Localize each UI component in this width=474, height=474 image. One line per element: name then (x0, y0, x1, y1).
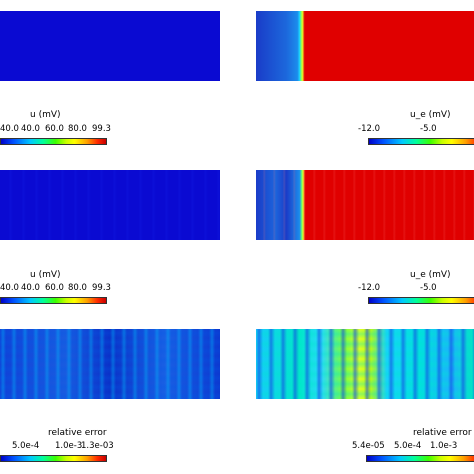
colorbar-title: u_e (mV) (410, 110, 451, 120)
error-field-bottom-left (0, 329, 220, 399)
colorbar-title: u_e (mV) (410, 270, 451, 280)
colorbar-tick: 5.0e-4 (12, 441, 40, 451)
colorbar-title: relative error (48, 428, 107, 438)
colorbar-error-1: relative error 5.0e-4 1.0e-3 1.3e-03 (0, 428, 114, 468)
colorbar-tick: 1.0e-3 (430, 441, 458, 451)
colorbar-tick: -12.0 (358, 283, 380, 293)
colorbar-title: u (mV) (30, 110, 61, 120)
colorbar-title: relative error (413, 428, 472, 438)
colorbar-tick: 99.3 (92, 283, 111, 293)
ue-field-middle-right (256, 170, 474, 240)
colorbar-tick: -5.0 (420, 124, 437, 134)
ue-field-top-right (256, 11, 474, 81)
colorbar-u-2: u (mV) 40.0 40.0 60.0 80.0 99.3 (0, 270, 111, 310)
colorbar-tick: 80.0 (68, 283, 87, 293)
colorbar-tick: -12.0 (358, 124, 380, 134)
colorbar-tick: 40.0 (21, 283, 40, 293)
colorbar-tick: 1.0e-3 (55, 441, 83, 451)
colorbar-gradient (368, 138, 474, 145)
u-field-middle-left (0, 170, 220, 240)
colorbar-tick: 40.0 (0, 124, 19, 134)
colorbar-tick: 5.0e-4 (394, 441, 422, 451)
colorbar-tick: 99.3 (92, 124, 111, 134)
colorbar-tick: 40.0 (21, 124, 40, 134)
error-field-bottom-right (256, 329, 474, 399)
colorbar-title: u (mV) (30, 270, 61, 280)
colorbar-ue-2: u_e (mV) -12.0 -5.0 (358, 270, 474, 310)
u-field-top-left (0, 11, 220, 81)
colorbar-gradient (368, 297, 474, 304)
colorbar-u-1: u (mV) 40.0 40.0 60.0 80.0 99.3 (0, 110, 111, 150)
colorbar-ue-1: u_e (mV) -12.0 -5.0 (358, 110, 474, 150)
colorbar-tick: 5.4e-05 (352, 441, 385, 451)
colorbar-tick: 60.0 (45, 283, 64, 293)
colorbar-gradient (0, 297, 107, 304)
colorbar-gradient (0, 455, 107, 462)
colorbar-tick: 1.3e-03 (81, 441, 114, 451)
colorbar-error-2: relative error 5.4e-05 5.0e-4 1.0e-3 (352, 428, 474, 468)
colorbar-tick: 40.0 (0, 283, 19, 293)
colorbar-gradient (0, 138, 107, 145)
colorbar-gradient (366, 455, 474, 462)
colorbar-tick: 80.0 (68, 124, 87, 134)
colorbar-tick: 60.0 (45, 124, 64, 134)
colorbar-tick: -5.0 (420, 283, 437, 293)
